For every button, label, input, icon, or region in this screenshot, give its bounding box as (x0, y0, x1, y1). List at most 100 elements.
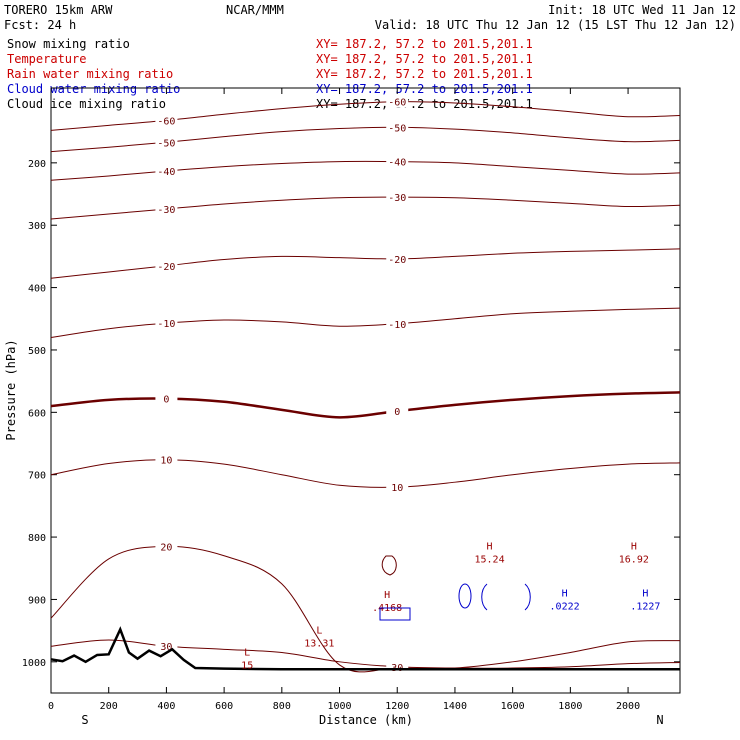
marker-value: .1227 (630, 601, 660, 612)
isotherm-label: -10 (157, 319, 175, 330)
isotherm-label-bg (386, 317, 409, 330)
x-tick-label: 200 (100, 701, 118, 712)
x-tick-label: 600 (215, 701, 233, 712)
isotherm-label: 0 (394, 407, 400, 418)
marker-value: .0222 (550, 601, 580, 612)
marker-letter: L (316, 626, 322, 637)
isotherm-label: -40 (157, 167, 175, 178)
marker-value: 15.24 (475, 555, 505, 566)
cloud-water-box (379, 607, 411, 621)
legend-rain: Rain water mixing ratio (7, 67, 173, 81)
rain-cell-outline (381, 555, 397, 576)
isotherm-label: -50 (157, 138, 175, 149)
isotherm-label-bg (155, 136, 178, 149)
legend-cloud-ice: Cloud ice mixing ratio (7, 97, 166, 111)
valid-time: Valid: 18 UTC Thu 12 Jan 12 (15 LST Thu … (375, 18, 736, 32)
hydrometeor-fragments (379, 555, 531, 621)
cloud-water-cell-3 (524, 583, 531, 611)
isotherm-label-bg (155, 203, 178, 215)
legend-snow-range: XY= 187.2, 57.2 to 201.5,201.1 (316, 37, 533, 51)
init-time: Init: 18 UTC Wed 11 Jan 12 (548, 3, 736, 17)
isotherm-label-bg (155, 453, 178, 466)
isotherm-label-bg (386, 155, 409, 168)
isotherm-label-bg (386, 121, 409, 134)
isotherm-label: -10 (388, 320, 406, 331)
isotherm-label-bg (155, 164, 178, 177)
y-tick-label: 200 (28, 159, 46, 170)
isotherm-label: -60 (388, 98, 406, 109)
isotherm-label: 20 (160, 542, 172, 553)
marker-value: 15 (241, 661, 253, 672)
isotherm-label-bg (155, 540, 178, 553)
marker-letter: H (487, 542, 493, 553)
isotherm-label: -60 (157, 116, 175, 127)
legend-snow: Snow mixing ratio (7, 37, 130, 51)
y-tick-label: 400 (28, 284, 46, 295)
legend-temperature: Temperature (7, 52, 86, 66)
isotherm-label-bg (386, 405, 409, 418)
marker-letter: H (384, 590, 390, 601)
x-tick-label: 2000 (616, 701, 640, 712)
isotherm-label: -20 (388, 255, 406, 266)
y-tick-label: 500 (28, 346, 46, 357)
isotherm-layer: -60 -60 -50 -50 -40 -40 -30 -30 -20 -20 -10 -10 0 0 10… (50, 95, 681, 675)
isotherm-label: -40 (388, 158, 406, 169)
marker-value: 16.92 (619, 555, 649, 566)
model-title: TORERO 15km ARW (4, 3, 113, 17)
y-tick-label: 700 (28, 471, 46, 482)
x-axis-label: Distance (km) (319, 713, 413, 727)
marker-letter: H (562, 588, 568, 599)
x-tick-label: 1200 (385, 701, 409, 712)
marker-letter: H (642, 588, 648, 599)
isotherm-label-bg (155, 114, 178, 127)
isotherm-label-bg (155, 317, 178, 330)
center-title: NCAR/MMM (226, 3, 284, 17)
y-tick-label: 600 (28, 408, 46, 419)
isotherm-minus50 (50, 126, 681, 153)
isotherm-label: 30 (160, 642, 172, 653)
isotherm-label-bg (386, 252, 409, 265)
isotherm-minus30 (50, 196, 681, 220)
marker-layer: H 15.24 H 16.92 L 13.31 L 15 H .4168 H .0222 H .1227 (241, 542, 660, 672)
isotherm-label-bg (386, 95, 409, 108)
isotherm-minus40 (50, 160, 681, 181)
x-tick-label: 1600 (501, 701, 525, 712)
isotherm-label: 0 (163, 395, 169, 406)
isotherm-label: -20 (157, 262, 175, 273)
south-label: S (81, 713, 88, 727)
isotherm-label: -30 (388, 193, 406, 204)
legend-rain-range: XY= 187.2, 57.2 to 201.5,201.1 (316, 67, 533, 81)
marker-value: .4168 (372, 603, 402, 614)
cloud-water-cell-2 (481, 583, 488, 611)
x-tick-label: 800 (273, 701, 291, 712)
isotherm-label-bg (155, 259, 178, 272)
y-tick-label: 300 (28, 221, 46, 232)
x-tick-label: 1400 (443, 701, 467, 712)
isotherm-minus20 (50, 248, 681, 279)
x-tick-label: 1800 (558, 701, 582, 712)
y-tick-label: 800 (28, 533, 46, 544)
legend: Snow mixing ratio XY= 187.2, 57.2 to 201… (7, 37, 533, 111)
isotherm-label: 10 (391, 483, 403, 494)
marker-letter: L (244, 648, 250, 659)
isotherm-label-bg (155, 392, 178, 405)
terrain-line (50, 626, 680, 671)
isotherm-label: -50 (388, 123, 406, 134)
isotherm-label-bg (386, 481, 409, 494)
x-tick-label: 0 (48, 701, 54, 712)
isotherm-label: 10 (160, 456, 172, 467)
legend-cloud-water-range: XY= 187.2, 57.2 to 201.5,201.1 (316, 82, 533, 96)
legend-cloud-ice-range: XY= 187.2, 57.2 to 201.5,201.1 (316, 97, 533, 111)
y-tick-label: 1000 (22, 658, 46, 669)
isotherm-0 (50, 391, 681, 419)
y-tick-label: 900 (28, 595, 46, 606)
isotherm-minus10 (50, 307, 681, 338)
axes-layer: 0 200 400 600 800 1000 1200 1400 1600 1800 2000200… (22, 88, 680, 712)
x-tick-label: 1000 (327, 701, 351, 712)
isotherm-label: -30 (157, 205, 175, 216)
plot-frame (50, 87, 681, 694)
isotherm-10 (50, 459, 681, 488)
legend-temperature-range: XY= 187.2, 57.2 to 201.5,201.1 (316, 52, 533, 66)
y-axis-label: Pressure (hPa) (4, 339, 18, 440)
